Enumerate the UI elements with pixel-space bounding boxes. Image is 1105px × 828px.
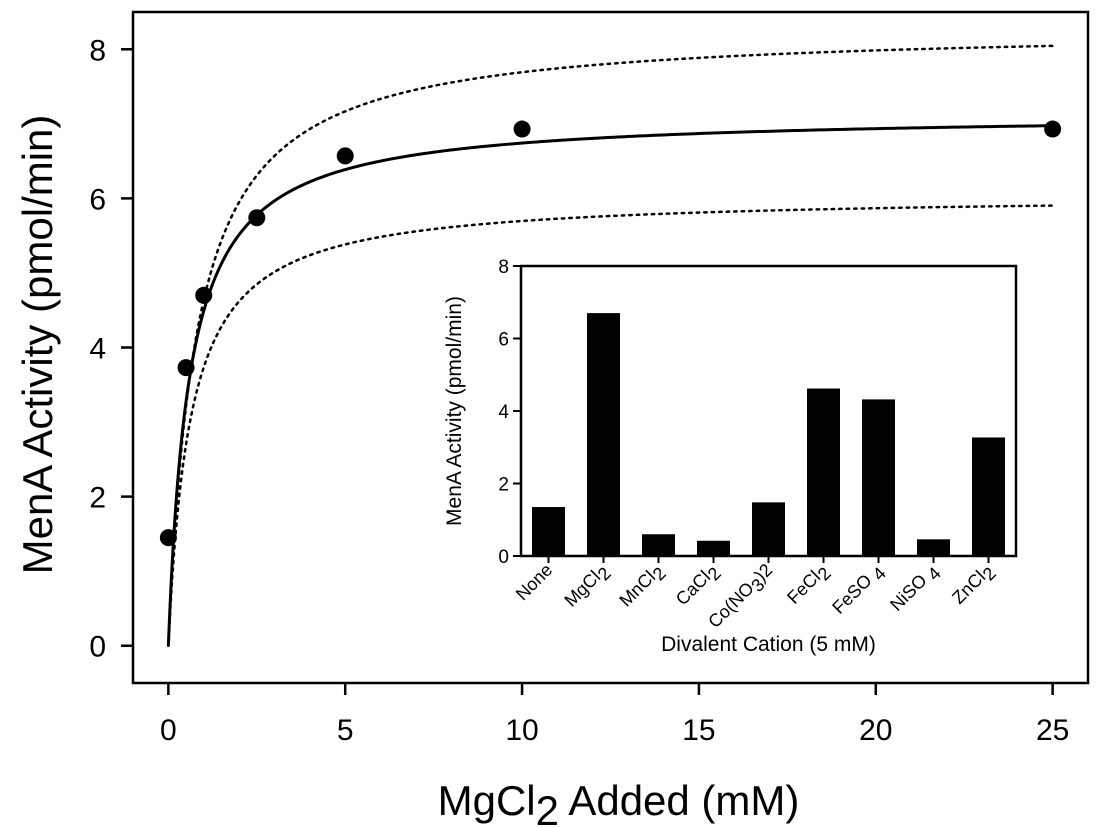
inset-y-tick-label: 6 [498, 330, 509, 351]
inset-x-tick-label: FeSO 4 [828, 560, 890, 622]
data-point [177, 359, 195, 377]
inset-x-axis-title: Divalent Cation (5 mM) [661, 633, 876, 656]
inset-bar [752, 502, 785, 556]
data-point [1044, 120, 1062, 138]
inset-bar [862, 399, 895, 556]
inset-y-axis-title: MenA Activity (pmol/min) [443, 296, 466, 526]
inset-x-tick-label: None [512, 560, 557, 605]
main-x-tick-label: 5 [337, 714, 354, 747]
inset-bar [972, 437, 1005, 556]
inset-bar [587, 313, 620, 556]
main-y-tick-label: 0 [89, 631, 106, 664]
main-x-tick-label: 25 [1036, 714, 1069, 747]
main-y-tick-label: 4 [89, 333, 106, 366]
inset-bar [532, 507, 565, 556]
data-point [195, 286, 213, 304]
inset-x-tick-label: MgCl2 [560, 560, 614, 614]
main-x-tick-label: 10 [505, 714, 538, 747]
inset-bar [917, 539, 950, 556]
data-point [336, 147, 354, 165]
main-y-tick-label: 2 [89, 482, 106, 515]
data-point [248, 209, 266, 227]
main-x-tick-label: 0 [160, 714, 177, 747]
inset-x-tick-label: ZnCl2 [948, 560, 1000, 612]
data-point [513, 120, 531, 138]
inset-x-tick-label: NiSO 4 [886, 560, 945, 619]
inset-bar [697, 540, 730, 556]
main-y-axis-title: MenA Activity (pmol/min) [14, 115, 61, 575]
main-x-axis-title: MgCl2 Added (mM) [438, 777, 800, 828]
main-x-tick-label: 20 [859, 714, 892, 747]
lower-confidence-band [167, 204, 1054, 647]
inset-bar [807, 388, 840, 556]
inset-bar [642, 534, 675, 556]
main-y-tick-label: 6 [89, 183, 106, 216]
inset-y-tick-label: 4 [498, 402, 509, 423]
inset-y-tick-label: 2 [498, 475, 509, 496]
data-point [159, 529, 177, 547]
main-y-tick-label: 8 [89, 34, 106, 67]
fit-curve [166, 124, 1053, 646]
inset-x-tick-label: MnCl2 [615, 560, 669, 614]
main-x-tick-label: 15 [682, 714, 715, 747]
inset-y-tick-label: 0 [498, 547, 509, 568]
inset-y-tick-label: 8 [498, 257, 509, 278]
